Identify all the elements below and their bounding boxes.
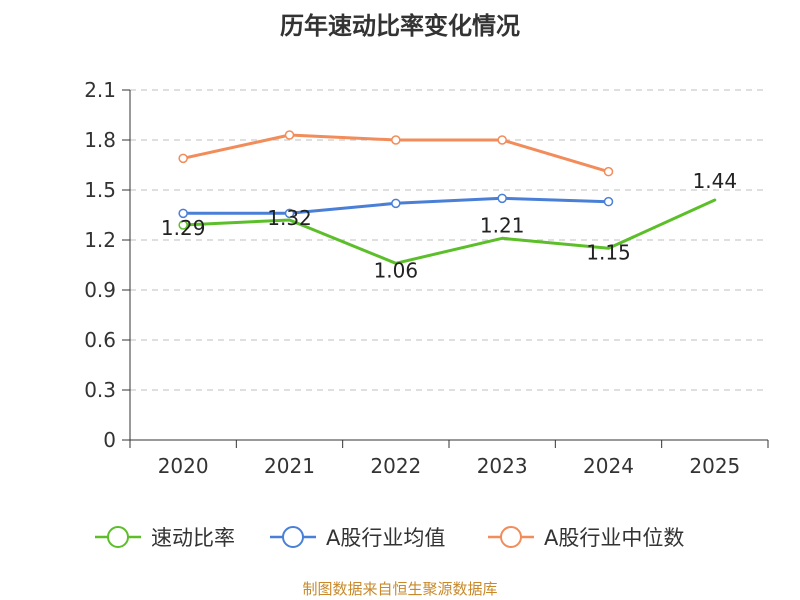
- source-note: 制图数据来自恒生聚源数据库: [302, 580, 497, 598]
- y-tick-label: 1.8: [84, 128, 116, 152]
- x-tick-label: 2021: [264, 454, 315, 478]
- legend-marker-icon: [107, 526, 129, 548]
- y-tick-label: 1.2: [84, 228, 116, 252]
- legend: 速动比率 A股行业均值 A股行业中位数: [95, 526, 684, 550]
- y-tick-label: 0.3: [84, 378, 116, 402]
- series-point: [178, 208, 188, 219]
- y-tick-label: 2.1: [84, 78, 116, 102]
- series-point: [178, 153, 188, 164]
- series-point: [603, 196, 614, 207]
- x-tick-label: 2020: [158, 454, 209, 478]
- y-tick-label: 0.6: [84, 328, 116, 352]
- x-tick-label: 2023: [477, 454, 528, 478]
- x-tick-label: 2022: [370, 454, 421, 478]
- series-point: [178, 220, 188, 230]
- data-label: 1.44: [693, 169, 738, 193]
- data-label: 1.06: [374, 258, 419, 282]
- data-label: 1.32: [267, 206, 312, 230]
- legend-label: A股行业中位数: [544, 526, 684, 550]
- y-tick-label: 0: [103, 428, 116, 452]
- axes: [129, 90, 768, 441]
- chart-title: 历年速动比率变化情况: [280, 12, 520, 40]
- data-label: 1.21: [480, 213, 525, 237]
- legend-label: 速动比率: [151, 526, 235, 550]
- series-point: [284, 130, 295, 140]
- series-point: [391, 135, 401, 145]
- series-point: [497, 135, 507, 145]
- series-point: [391, 198, 401, 209]
- x-axis-ticks: 2020 2021 2022 2023 2024 2025: [129, 440, 769, 478]
- data-label: 1.15: [586, 240, 631, 264]
- series-layer: [178, 130, 717, 265]
- y-axis-ticks: 0 0.3 0.6 0.9 1.2 1.5 1.8 2.1: [84, 78, 130, 452]
- legend-label: A股行业均值: [326, 526, 445, 550]
- grid-lines: [130, 89, 768, 391]
- x-tick-label: 2025: [689, 454, 740, 478]
- y-tick-label: 1.5: [84, 178, 116, 202]
- y-tick-label: 0.9: [84, 278, 116, 302]
- legend-marker-icon: [500, 526, 522, 548]
- data-label: 1.29: [161, 216, 206, 240]
- series-point: [284, 208, 295, 219]
- legend-marker-icon: [282, 526, 304, 548]
- x-tick-label: 2024: [583, 454, 634, 478]
- series-point: [497, 193, 507, 204]
- series-point: [603, 166, 614, 177]
- data-labels: 1.29 1.32 1.06 1.21 1.15 1.44: [161, 169, 737, 282]
- series-line-0: [181, 198, 717, 265]
